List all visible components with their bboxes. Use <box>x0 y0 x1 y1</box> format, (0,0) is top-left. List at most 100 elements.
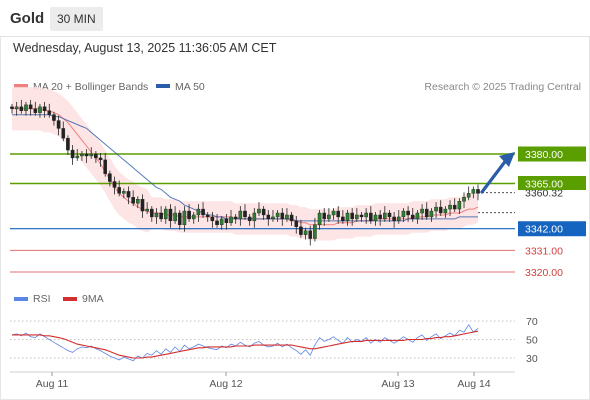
candle <box>396 210 401 224</box>
candle <box>94 151 98 163</box>
candle <box>257 202 261 216</box>
candle <box>345 210 350 226</box>
candle-body <box>322 212 327 220</box>
candle-body <box>187 210 191 220</box>
candle <box>429 208 434 222</box>
candle <box>266 210 271 226</box>
candle-body <box>224 218 229 224</box>
candle <box>182 206 187 232</box>
candle <box>201 202 205 218</box>
legend-swatch-rsi <box>14 297 28 301</box>
candle-body <box>38 106 42 113</box>
candle <box>392 212 396 228</box>
candle <box>42 101 47 118</box>
candle <box>401 208 406 222</box>
candle-body <box>369 212 373 222</box>
candle <box>210 212 215 228</box>
candle <box>462 192 466 209</box>
candle-body <box>331 210 336 216</box>
candle <box>410 208 415 222</box>
candle <box>24 101 28 116</box>
candle-body <box>56 120 61 129</box>
legend-label-9ma: 9MA <box>82 293 104 305</box>
header-bar: Gold 30 MIN <box>0 0 590 37</box>
candle-body <box>159 212 163 220</box>
candle <box>243 204 247 220</box>
candle-body <box>75 155 80 159</box>
candle <box>336 206 341 224</box>
candle <box>131 190 135 207</box>
candle <box>387 210 392 222</box>
candle-body <box>252 212 257 222</box>
candle <box>247 213 252 226</box>
candle <box>196 204 201 222</box>
candle-body <box>117 187 121 194</box>
candle <box>471 186 476 199</box>
candle-body <box>66 138 70 151</box>
candle-body <box>14 106 19 109</box>
rsi-legend: RSI 9MA <box>14 293 104 305</box>
candle <box>136 196 140 209</box>
candle-body <box>140 199 145 212</box>
candle <box>47 103 52 118</box>
legend-label-ma20: MA 20 + Bollinger Bands <box>33 81 148 93</box>
candle-body <box>308 230 313 239</box>
candle <box>378 210 382 226</box>
candle-body <box>80 153 84 157</box>
candle-body <box>89 153 94 157</box>
candle <box>112 176 117 195</box>
candle-body <box>112 181 117 188</box>
candle <box>89 147 94 159</box>
candle-body <box>410 214 415 220</box>
candle <box>275 210 280 222</box>
candle-body <box>438 206 443 214</box>
candle <box>350 208 354 226</box>
candle-body <box>201 208 205 216</box>
candle-body <box>122 191 126 194</box>
candle <box>61 121 66 142</box>
candle <box>271 210 275 222</box>
candle-body <box>215 220 219 226</box>
candle-body <box>145 208 149 212</box>
candle-body <box>42 106 47 111</box>
candle-body <box>466 193 471 198</box>
candle <box>383 206 387 222</box>
candle <box>205 212 210 222</box>
candle-body <box>168 208 173 222</box>
level-label-target: 3380.00 <box>525 149 563 161</box>
chart-datetime: Wednesday, August 13, 2025 11:36:05 AM C… <box>13 41 277 55</box>
candle <box>438 200 443 216</box>
candle <box>103 153 107 177</box>
candle <box>163 206 168 224</box>
candle-body <box>205 214 210 218</box>
candle <box>457 198 462 214</box>
forecast-arrow-head <box>499 152 515 167</box>
candle-body <box>285 214 289 220</box>
candle-body <box>52 114 56 121</box>
candle <box>159 206 163 222</box>
candle <box>187 204 191 222</box>
candle-body <box>462 197 466 202</box>
candle-body <box>28 104 33 109</box>
candle-body <box>182 210 187 226</box>
candle <box>466 186 471 201</box>
level-label-support: 3342.00 <box>525 224 563 236</box>
rsi-tick-label: 30 <box>526 353 538 365</box>
candle <box>28 99 33 116</box>
candle-body <box>243 210 247 218</box>
candle-body <box>275 212 280 218</box>
candle-body <box>313 224 317 239</box>
rsi-tick-label: 50 <box>526 335 538 347</box>
timeframe-badge[interactable]: 30 MIN <box>50 7 103 31</box>
candle <box>233 213 238 224</box>
candle-body <box>424 208 429 218</box>
x-tick-label: Aug 13 <box>381 378 414 390</box>
candle-body <box>364 212 368 218</box>
candle <box>373 212 378 226</box>
legend-swatch-ma20 <box>14 84 28 88</box>
candle-body <box>173 212 177 222</box>
candle-body <box>420 208 424 214</box>
candle <box>229 210 233 226</box>
candle <box>52 111 56 126</box>
candle-body <box>24 104 28 111</box>
